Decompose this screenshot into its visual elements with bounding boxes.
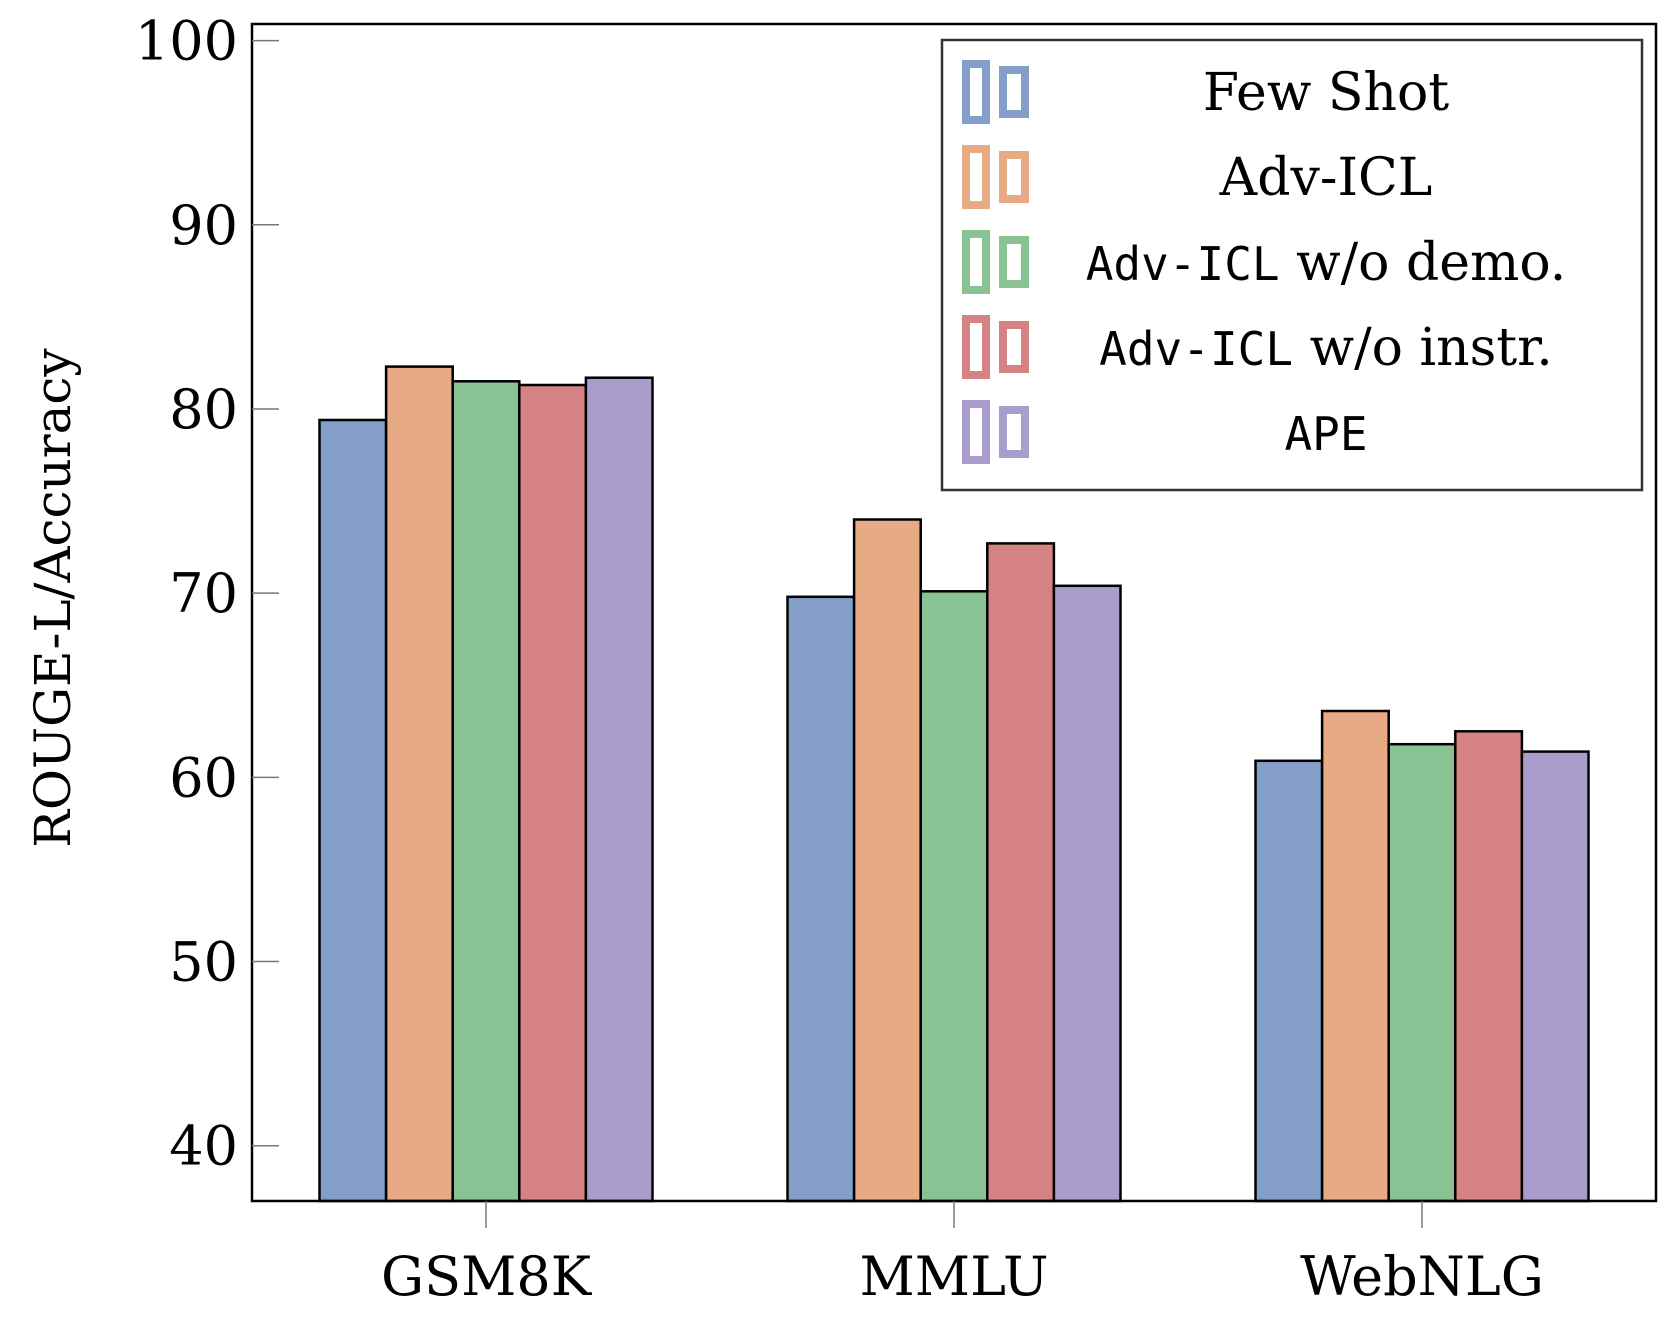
bar-webnlg-series-2 xyxy=(1320,709,1390,1203)
y-tick-label: 90 xyxy=(169,194,238,257)
bar-webnlg-series-5 xyxy=(1520,750,1590,1203)
bar-webnlg-series-1 xyxy=(1254,759,1324,1203)
legend-entry-2: Adv-ICL xyxy=(1219,148,1433,208)
bar-mmlu-series-4 xyxy=(986,542,1056,1203)
x-tick-label-webnlg: WebNLG xyxy=(1300,1245,1544,1308)
bar-gsm8k-series-4 xyxy=(518,383,588,1203)
bar-mmlu-series-2 xyxy=(852,518,922,1203)
y-tick-label: 60 xyxy=(169,746,238,809)
legend-swatch-icon xyxy=(962,145,1029,209)
legend-entry-1: Few Shot xyxy=(1203,63,1449,123)
y-tick-label: 80 xyxy=(169,378,238,441)
y-tick-label: 70 xyxy=(169,562,238,625)
bar-gsm8k-series-1 xyxy=(318,418,388,1203)
x-tick-label-gsm8k: GSM8K xyxy=(381,1245,593,1308)
bar-webnlg-series-3 xyxy=(1387,742,1457,1203)
y-tick-label: 40 xyxy=(169,1115,238,1178)
legend-entry-5: APE xyxy=(1284,407,1367,461)
legend: Few Shot Adv-ICL Adv-ICL w/o demo. Adv-ICL … xyxy=(940,38,1644,492)
legend-box xyxy=(940,38,1644,492)
bar-gsm8k-series-5 xyxy=(584,376,654,1203)
y-axis-title: ROUGE-L/Accuracy xyxy=(24,348,82,848)
bar-webnlg-series-4 xyxy=(1454,730,1524,1203)
legend-swatch-icon xyxy=(962,400,1029,464)
bar-mmlu-series-5 xyxy=(1052,584,1122,1203)
bar-gsm8k-series-3 xyxy=(451,380,521,1203)
axes-layer: 40 50 60 70 80 90 100 GSM8K MMLU WebNLG xyxy=(135,10,1658,1308)
legend-entry-3: Adv-ICL w/o demo. xyxy=(1086,233,1567,293)
legend-swatch-icon xyxy=(962,60,1029,124)
legend-entry-4: Adv-ICL w/o instr. xyxy=(1099,318,1553,378)
bar-mmlu-series-1 xyxy=(786,595,856,1203)
y-tick-label: 100 xyxy=(135,10,238,73)
bar-mmlu-series-3 xyxy=(919,590,989,1203)
legend-swatch-icon xyxy=(962,230,1029,294)
bar-gsm8k-series-2 xyxy=(384,365,454,1203)
x-tick-label-mmlu: MMLU xyxy=(860,1245,1049,1308)
legend-swatch-icon xyxy=(962,315,1029,379)
bars-layer xyxy=(318,365,1590,1203)
y-tick-label: 50 xyxy=(169,931,238,994)
